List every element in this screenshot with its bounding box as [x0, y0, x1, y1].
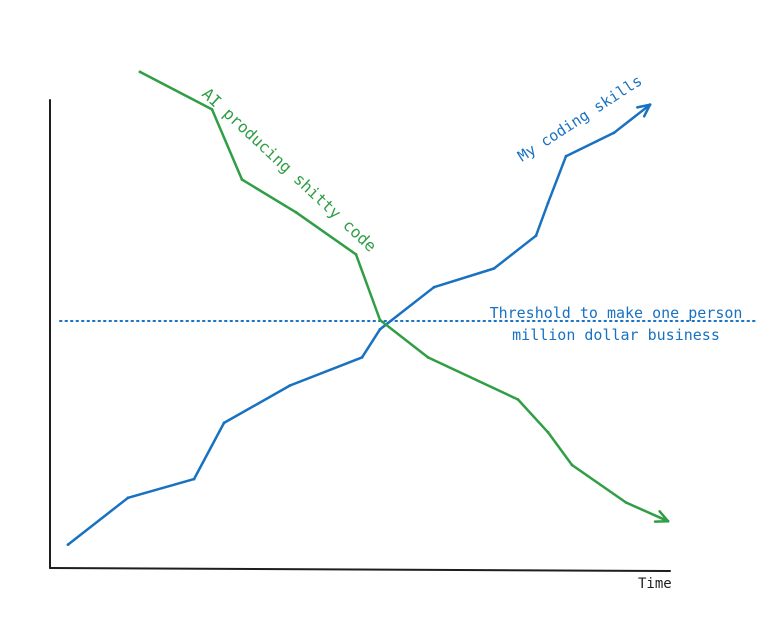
series-1-point-1: [210, 108, 214, 111]
series-label-ai-code: AI producing shitty code: [198, 84, 380, 256]
series-1-point-6: [426, 356, 430, 359]
series-1-point-9: [570, 463, 574, 467]
series-1-point-2: [240, 178, 244, 182]
series-0-point-0: [66, 543, 70, 546]
series-line-0: [66, 103, 652, 546]
series-0-point-11: [564, 154, 568, 158]
series-1-point-4: [354, 253, 358, 256]
threshold-label-line1: Threshold to make one person: [490, 304, 743, 322]
series-0-arrowhead: [636, 103, 652, 118]
series-1-point-3: [294, 210, 298, 214]
series-0-point-4: [288, 384, 292, 387]
series-1-point-0: [138, 70, 142, 74]
x-axis-label: Time: [638, 576, 672, 592]
series-0-point-5: [360, 356, 364, 359]
series-0-point-9: [534, 234, 538, 238]
series-label-coding-skills: My coding skills: [514, 72, 645, 166]
series-0-point-2: [192, 477, 196, 481]
series-0-point-1: [126, 496, 130, 500]
series-0-point-12: [612, 131, 616, 135]
series-layer: [66, 70, 670, 546]
series-1-point-5: [378, 318, 382, 322]
series-line-1: [138, 70, 670, 523]
x-axis: [49, 567, 671, 572]
series-0-point-10: [546, 201, 550, 205]
series-0-point-6: [378, 327, 382, 331]
series-0-point-8: [492, 267, 496, 270]
series-1-point-7: [516, 398, 520, 401]
series-0-point-7: [432, 285, 436, 289]
series-1-point-8: [546, 430, 550, 434]
series-0-point-3: [222, 421, 226, 425]
series-1-point-10: [624, 501, 628, 504]
threshold-label-line2: million dollar business: [512, 326, 720, 344]
series-1-arrowhead: [653, 510, 670, 523]
